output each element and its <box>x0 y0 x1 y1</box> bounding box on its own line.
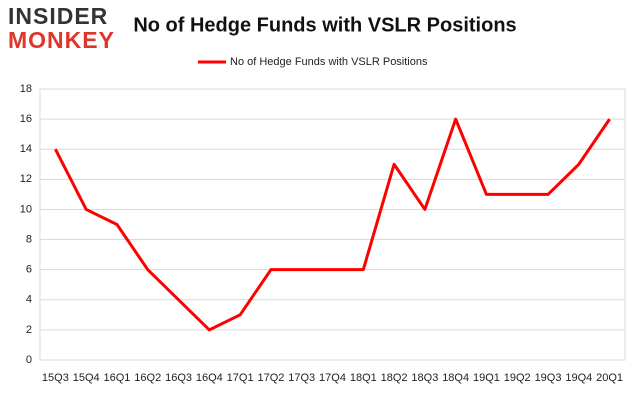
y-tick-label: 2 <box>26 324 32 336</box>
y-tick-label: 18 <box>20 83 32 95</box>
x-tick-label: 17Q1 <box>227 372 254 384</box>
x-tick-label: 19Q1 <box>473 372 500 384</box>
x-tick-label: 20Q1 <box>596 372 623 384</box>
x-tick-label: 19Q2 <box>504 372 531 384</box>
y-tick-label: 12 <box>20 173 32 185</box>
y-tick-label: 4 <box>26 294 32 306</box>
x-tick-label: 17Q3 <box>288 372 315 384</box>
x-tick-label: 19Q4 <box>565 372 592 384</box>
x-tick-label: 16Q2 <box>134 372 161 384</box>
x-tick-label: 18Q2 <box>381 372 408 384</box>
y-tick-label: 10 <box>20 203 32 215</box>
x-tick-label: 15Q3 <box>42 372 69 384</box>
chart-title: No of Hedge Funds with VSLR Positions <box>133 14 516 36</box>
y-tick-label: 16 <box>20 113 32 125</box>
data-line <box>54 117 611 332</box>
x-tick-label: 19Q3 <box>535 372 562 384</box>
y-tick-label: 0 <box>26 354 32 366</box>
x-tick-label: 16Q4 <box>196 372 223 384</box>
x-tick-label: 18Q1 <box>350 372 377 384</box>
y-tick-label: 14 <box>20 143 32 155</box>
x-tick-label: 16Q3 <box>165 372 192 384</box>
x-tick-label: 17Q2 <box>257 372 284 384</box>
x-tick-label: 17Q4 <box>319 372 346 384</box>
logo-top: INSIDER <box>8 3 108 29</box>
x-tick-label: 18Q4 <box>442 372 469 384</box>
x-tick-label: 15Q4 <box>73 372 100 384</box>
y-tick-label: 6 <box>26 264 32 276</box>
legend-label: No of Hedge Funds with VSLR Positions <box>230 56 428 68</box>
x-tick-label: 16Q1 <box>104 372 131 384</box>
logo-bottom: MONKEY <box>8 27 115 53</box>
x-tick-label: 18Q3 <box>411 372 438 384</box>
plot-border <box>39 88 626 361</box>
y-tick-label: 8 <box>26 233 32 245</box>
